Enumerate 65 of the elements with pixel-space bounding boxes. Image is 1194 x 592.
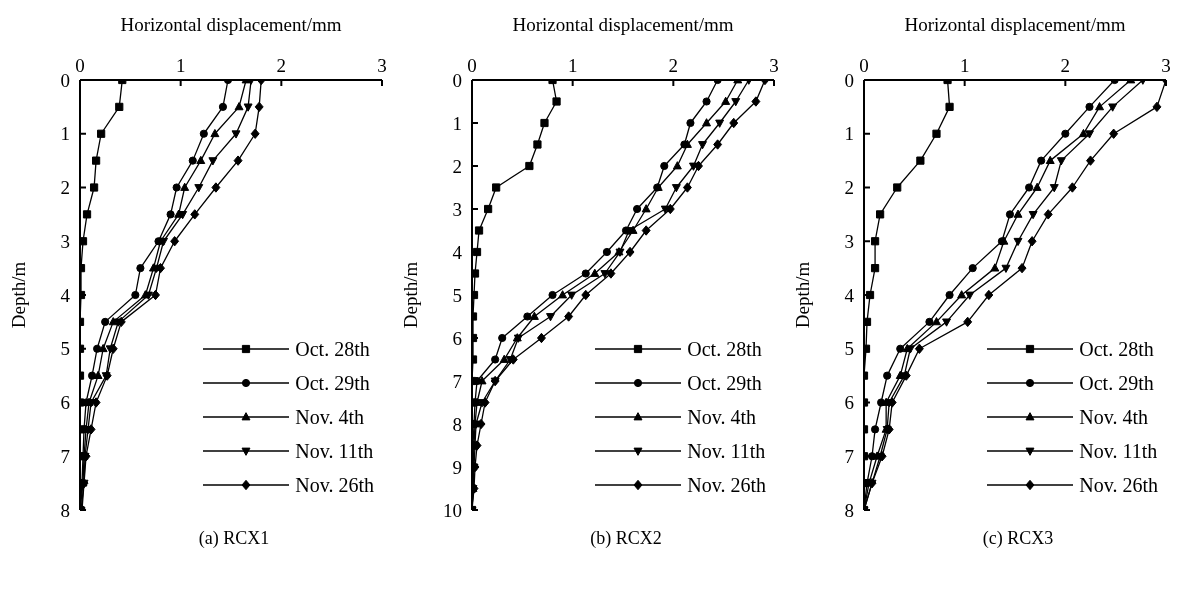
x-axis-title: Horizontal displacement/mm — [904, 14, 1126, 36]
x-axis-title: Horizontal displacement/mm — [120, 14, 342, 36]
x-tick-label: 0 — [75, 55, 85, 76]
y-tick-label: 5 — [60, 338, 70, 360]
legend-label: Nov. 4th — [687, 405, 756, 429]
legend-label: Oct. 29th — [1079, 371, 1154, 395]
y-tick-label: 2 — [452, 155, 462, 177]
legend-label: Oct. 28th — [295, 337, 370, 361]
x-tick-label: 3 — [1161, 55, 1171, 76]
y-tick-label: 2 — [844, 177, 854, 199]
y-tick-label: 4 — [844, 284, 855, 306]
legend-label: Nov. 26th — [295, 473, 374, 497]
y-tick-label: 1 — [60, 123, 70, 145]
y-tick-label: 3 — [60, 230, 70, 252]
legend-label: Nov. 26th — [687, 473, 766, 497]
legend-label: Nov. 4th — [1079, 405, 1148, 429]
y-tick-label: 6 — [452, 327, 462, 349]
y-tick-label: 8 — [60, 499, 70, 521]
y-tick-label: 7 — [60, 445, 70, 467]
x-tick-label: 1 — [567, 55, 578, 76]
x-tick-label: 1 — [959, 55, 970, 76]
x-tick-label: 2 — [276, 55, 287, 76]
legend-label: Nov. 11th — [687, 439, 766, 463]
legend-label: Nov. 26th — [1079, 473, 1158, 497]
y-tick-label: 6 — [844, 392, 854, 414]
x-tick-label: 2 — [1060, 55, 1071, 76]
legend-label: Oct. 28th — [687, 337, 762, 361]
x-tick-label: 0 — [467, 55, 477, 76]
y-tick-label: 5 — [844, 338, 854, 360]
y-axis-title: Depth/m — [791, 261, 813, 329]
x-tick-label: 3 — [377, 55, 387, 76]
x-tick-label: 2 — [668, 55, 679, 76]
y-tick-label: 0 — [844, 69, 854, 91]
text: (a) RCX1 — [197, 528, 271, 549]
y-tick-label: 5 — [452, 284, 462, 306]
y-tick-label: 1 — [452, 112, 462, 134]
y-tick-label: 4 — [452, 241, 463, 263]
y-tick-label: 0 — [452, 69, 462, 91]
y-tick-label: 9 — [452, 456, 462, 478]
y-tick-label: 0 — [60, 69, 70, 91]
text: (b) RCX2 — [589, 528, 663, 549]
y-axis-title: Depth/m — [399, 261, 421, 329]
y-axis-title: Depth/m — [7, 261, 29, 329]
x-tick-label: 3 — [769, 55, 779, 76]
x-tick-label: 1 — [175, 55, 186, 76]
y-tick-label: 10 — [443, 499, 462, 521]
y-tick-label: 8 — [844, 499, 854, 521]
y-tick-label: 7 — [452, 370, 462, 392]
legend-label: Nov. 4th — [295, 405, 364, 429]
y-tick-label: 3 — [452, 198, 462, 220]
x-tick-label: 0 — [859, 55, 869, 76]
y-tick-label: 4 — [60, 284, 71, 306]
legend-label: Nov. 11th — [295, 439, 374, 463]
x-axis-title: Horizontal displacement/mm — [512, 14, 734, 36]
y-tick-label: 8 — [452, 413, 462, 435]
y-tick-label: 3 — [844, 230, 854, 252]
y-tick-label: 6 — [60, 392, 70, 414]
y-tick-label: 2 — [60, 177, 70, 199]
text: (c) RCX3 — [981, 528, 1055, 549]
legend-label: Oct. 28th — [1079, 337, 1154, 361]
y-tick-label: 1 — [844, 123, 854, 145]
legend-label: Oct. 29th — [687, 371, 762, 395]
legend-label: Oct. 29th — [295, 371, 370, 395]
y-tick-label: 7 — [844, 445, 854, 467]
legend-label: Nov. 11th — [1079, 439, 1158, 463]
